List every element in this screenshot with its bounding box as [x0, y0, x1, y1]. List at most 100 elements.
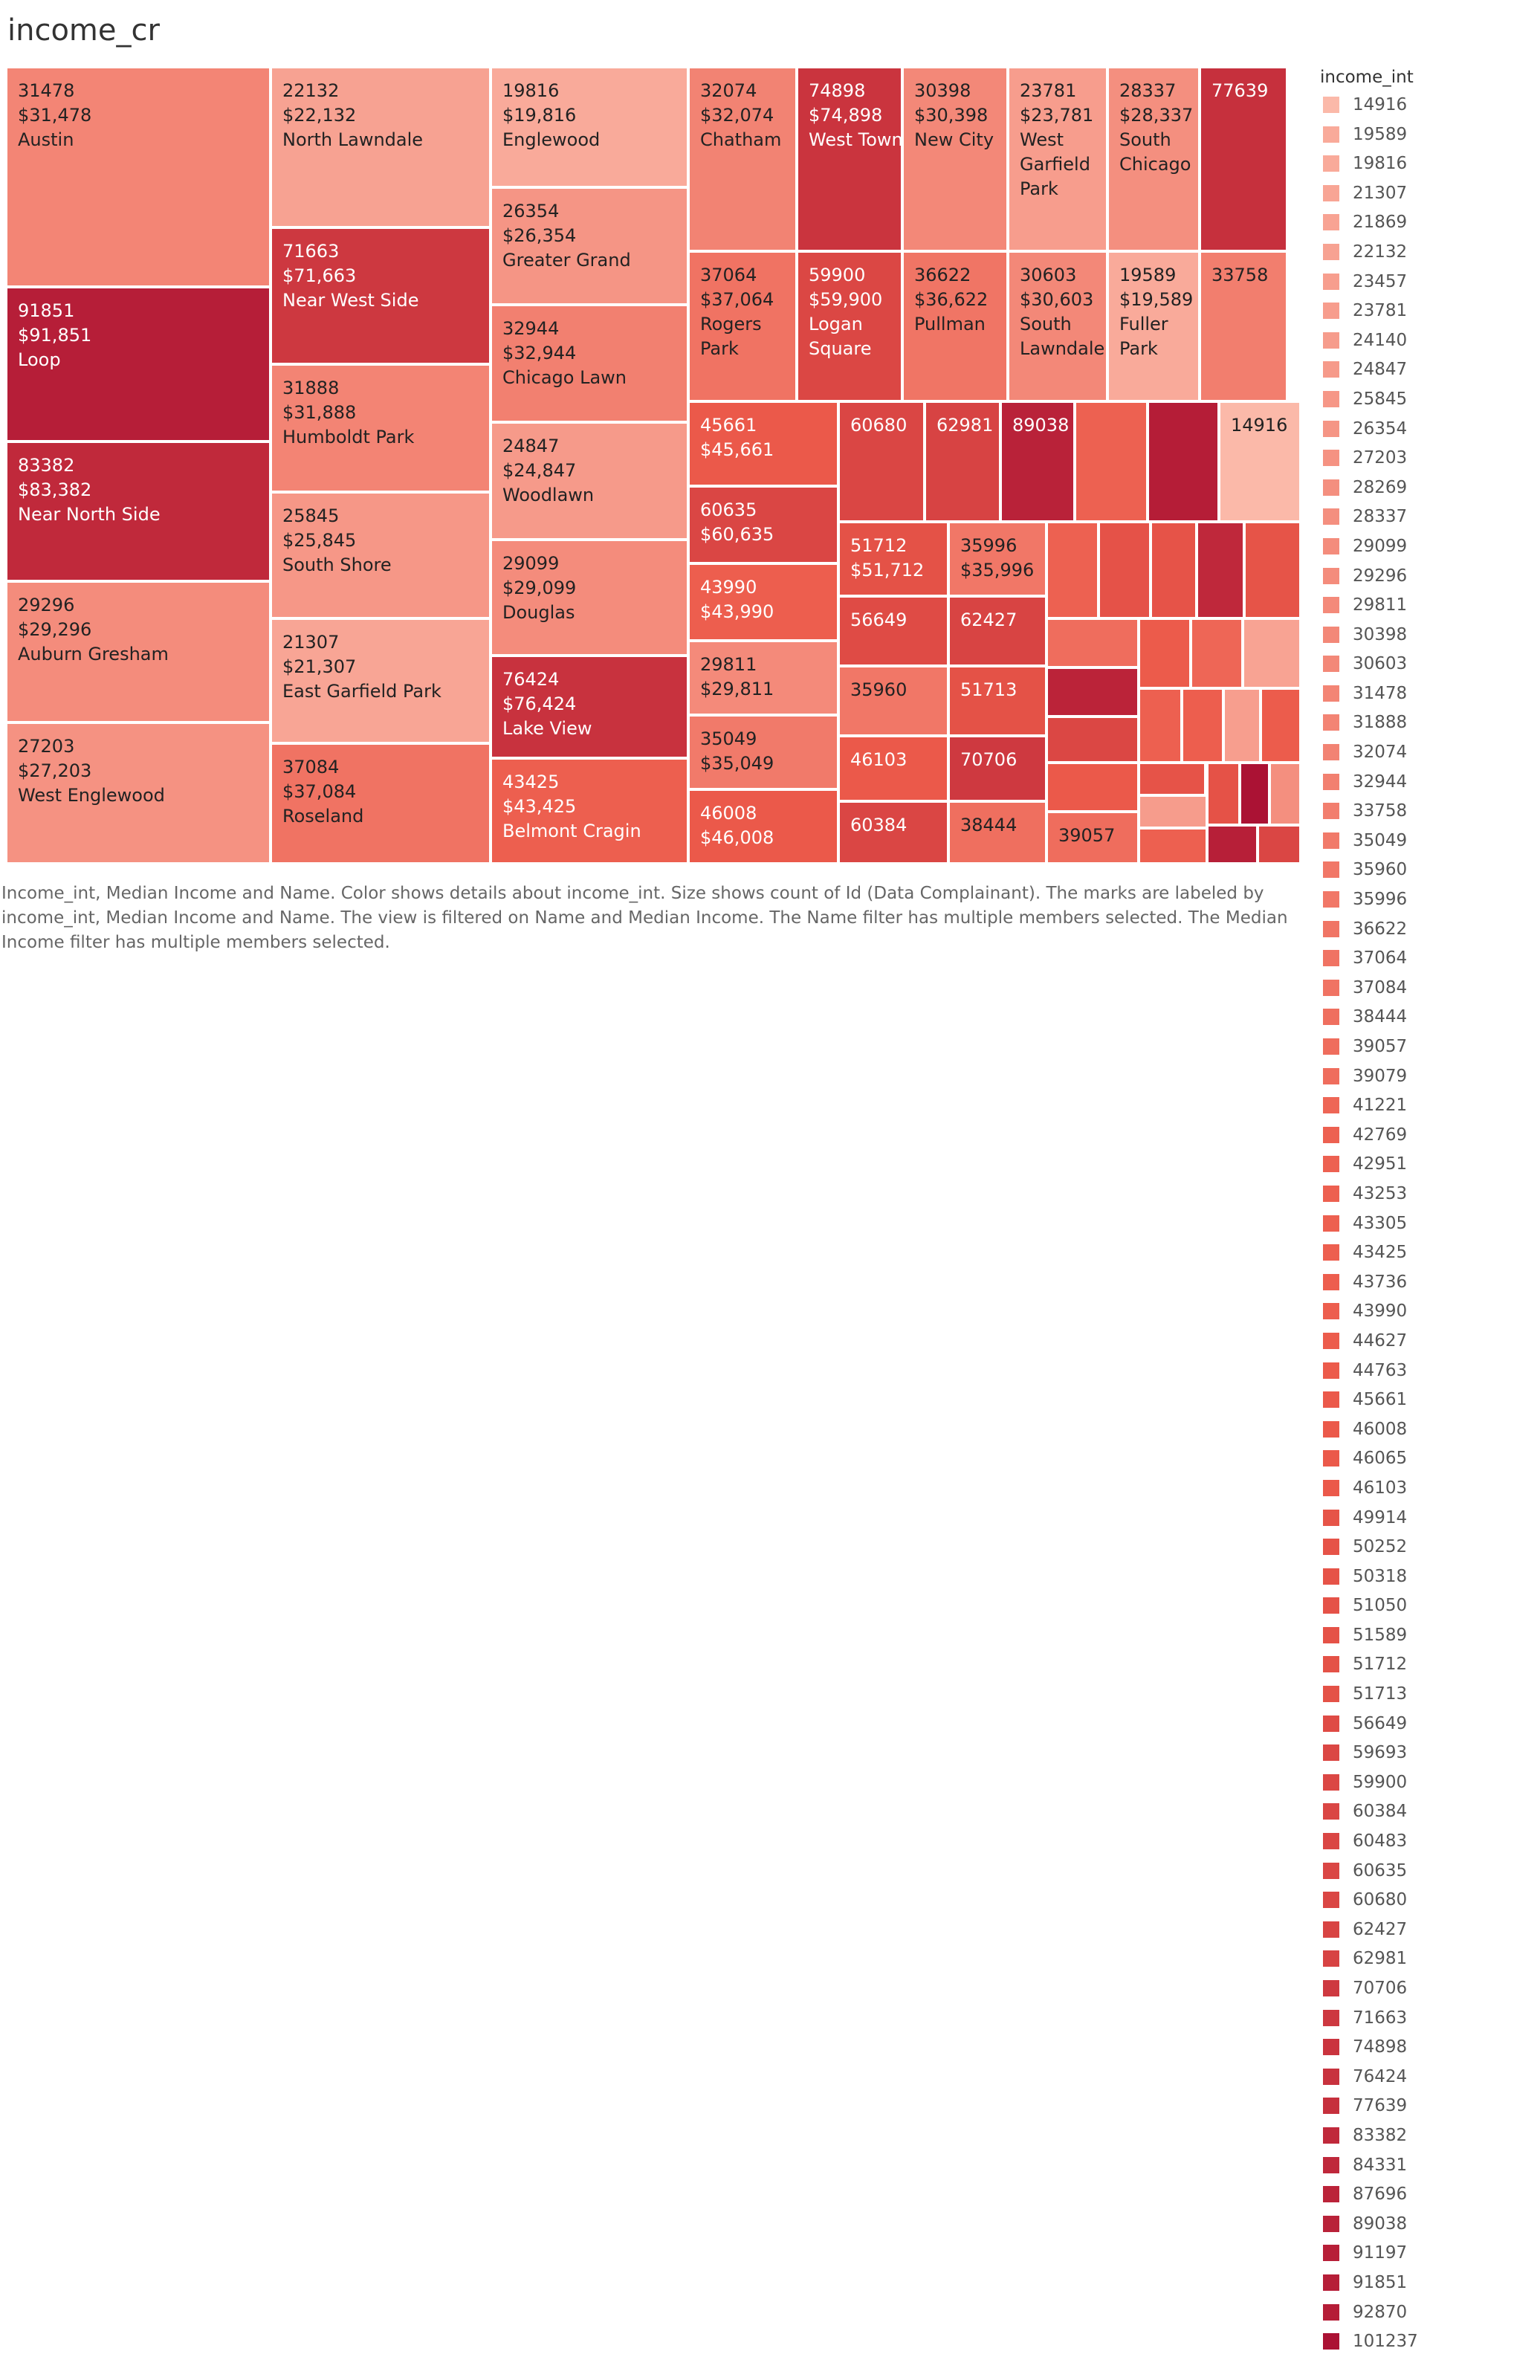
treemap-tile[interactable]	[1139, 618, 1191, 688]
legend-item[interactable]: 71663	[1320, 2004, 1536, 2034]
treemap-tile[interactable]: 19589 $19,589 Fuller Park	[1107, 251, 1200, 401]
treemap-tile[interactable]: 27203 $27,203 West Englewood	[6, 722, 271, 864]
treemap-tile[interactable]	[1258, 825, 1301, 864]
treemap-tile[interactable]: 30398 $30,398 New City	[902, 67, 1008, 251]
treemap-tile[interactable]: 22132 $22,132 North Lawndale	[271, 67, 491, 227]
legend-item[interactable]: 91851	[1320, 2269, 1536, 2298]
treemap-tile[interactable]	[1075, 401, 1148, 522]
legend-item[interactable]: 59900	[1320, 1768, 1536, 1798]
treemap-tile[interactable]: 43990 $43,990	[688, 563, 838, 641]
legend-item[interactable]: 83382	[1320, 2121, 1536, 2151]
treemap-tile[interactable]: 45661 $45,661	[688, 401, 838, 486]
legend-item[interactable]: 62427	[1320, 1915, 1536, 1945]
legend-item[interactable]: 33758	[1320, 797, 1536, 827]
legend-item[interactable]: 43305	[1320, 1209, 1536, 1239]
legend-item[interactable]: 19816	[1320, 149, 1536, 179]
treemap-tile[interactable]: 59900 $59,900 Logan Square	[797, 251, 902, 401]
legend-item[interactable]: 42769	[1320, 1121, 1536, 1151]
treemap-tile[interactable]: 60680	[838, 401, 925, 522]
treemap-tile[interactable]: 30603 $30,603 South Lawndale	[1008, 251, 1107, 401]
legend-item[interactable]: 76424	[1320, 2063, 1536, 2092]
treemap-tile[interactable]	[1099, 522, 1151, 618]
legend-item[interactable]: 37064	[1320, 944, 1536, 974]
legend-item[interactable]: 35049	[1320, 827, 1536, 856]
legend-item[interactable]: 32074	[1320, 738, 1536, 768]
treemap-tile[interactable]	[1207, 825, 1258, 864]
treemap-tile[interactable]	[1151, 522, 1197, 618]
treemap-tile[interactable]: 31888 $31,888 Humboldt Park	[271, 364, 491, 492]
legend-item[interactable]: 23457	[1320, 268, 1536, 297]
legend-item[interactable]: 29811	[1320, 591, 1536, 621]
legend-item[interactable]: 28337	[1320, 502, 1536, 532]
treemap-tile[interactable]: 83382 $83,382 Near North Side	[6, 442, 271, 581]
treemap-tile[interactable]	[1139, 688, 1182, 763]
legend-item[interactable]: 29099	[1320, 532, 1536, 562]
treemap-tile[interactable]: 51713	[948, 666, 1046, 736]
legend-item[interactable]: 49914	[1320, 1504, 1536, 1533]
treemap-tile[interactable]: 60384	[838, 801, 948, 864]
treemap-tile[interactable]: 35049 $35,049	[688, 715, 838, 789]
treemap-tile[interactable]	[1223, 688, 1261, 763]
treemap-tile[interactable]: 46103	[838, 736, 948, 801]
legend-item[interactable]: 43736	[1320, 1268, 1536, 1298]
legend-item[interactable]: 37084	[1320, 974, 1536, 1003]
legend-item[interactable]: 45661	[1320, 1385, 1536, 1415]
treemap-tile[interactable]: 39057	[1046, 812, 1139, 864]
legend-item[interactable]: 19589	[1320, 120, 1536, 150]
legend-item[interactable]: 51589	[1320, 1621, 1536, 1651]
treemap-tile[interactable]: 25845 $25,845 South Shore	[271, 492, 491, 618]
treemap-tile[interactable]	[1191, 618, 1243, 688]
treemap-tile[interactable]: 60635 $60,635	[688, 486, 838, 563]
treemap-tile[interactable]: 29099 $29,099 Douglas	[491, 540, 688, 656]
legend-item[interactable]: 60680	[1320, 1886, 1536, 1915]
legend-item[interactable]: 56649	[1320, 1710, 1536, 1739]
legend-item[interactable]: 51712	[1320, 1650, 1536, 1680]
legend-item[interactable]: 27203	[1320, 444, 1536, 473]
legend-item[interactable]: 50318	[1320, 1562, 1536, 1592]
treemap-tile[interactable]: 91851 $91,851 Loop	[6, 287, 271, 442]
legend-item[interactable]: 22132	[1320, 238, 1536, 268]
treemap-tile[interactable]	[1207, 763, 1240, 825]
legend-item[interactable]: 29296	[1320, 562, 1536, 592]
treemap-tile[interactable]	[1139, 795, 1207, 828]
treemap-tile[interactable]: 38444	[948, 801, 1046, 864]
treemap-tile[interactable]: 32074 $32,074 Chatham	[688, 67, 797, 251]
legend-item[interactable]: 46065	[1320, 1444, 1536, 1474]
legend-item[interactable]: 42951	[1320, 1150, 1536, 1180]
treemap-tile[interactable]: 37064 $37,064 Rogers Park	[688, 251, 797, 401]
legend-item[interactable]: 51713	[1320, 1680, 1536, 1710]
treemap-tile[interactable]	[1046, 522, 1099, 618]
legend-item[interactable]: 46103	[1320, 1474, 1536, 1504]
treemap-tile[interactable]: 71663 $71,663 Near West Side	[271, 227, 491, 364]
treemap-tile[interactable]: 32944 $32,944 Chicago Lawn	[491, 305, 688, 422]
legend-item[interactable]: 87696	[1320, 2180, 1536, 2210]
treemap-tile[interactable]: 89038	[1000, 401, 1075, 522]
legend-item[interactable]: 62981	[1320, 1944, 1536, 1974]
treemap-tile[interactable]: 77639	[1200, 67, 1287, 251]
treemap-tile[interactable]: 62981	[925, 401, 1000, 522]
legend-item[interactable]: 43990	[1320, 1297, 1536, 1327]
treemap-tile[interactable]: 24847 $24,847 Woodlawn	[491, 422, 688, 540]
treemap-tile[interactable]: 62427	[948, 596, 1046, 666]
legend-item[interactable]: 92870	[1320, 2298, 1536, 2328]
treemap-tile[interactable]	[1148, 401, 1219, 522]
treemap-tile[interactable]: 76424 $76,424 Lake View	[491, 656, 688, 758]
treemap-tile[interactable]: 51712 $51,712	[838, 522, 948, 596]
legend-item[interactable]: 35960	[1320, 856, 1536, 885]
treemap-tile[interactable]: 28337 $28,337 South Chicago	[1107, 67, 1200, 251]
treemap-tile[interactable]	[1139, 763, 1206, 795]
legend-item[interactable]: 70706	[1320, 1974, 1536, 2004]
treemap-tile[interactable]: 56649	[838, 596, 948, 666]
legend-item[interactable]: 101237	[1320, 2327, 1536, 2357]
legend-item[interactable]: 44763	[1320, 1356, 1536, 1386]
treemap-tile[interactable]: 29296 $29,296 Auburn Gresham	[6, 581, 271, 722]
treemap-tile[interactable]: 14916	[1219, 401, 1301, 522]
legend-item[interactable]: 43253	[1320, 1180, 1536, 1209]
legend-item[interactable]: 35996	[1320, 885, 1536, 915]
legend-item[interactable]: 31478	[1320, 679, 1536, 709]
treemap-tile[interactable]: 26354 $26,354 Greater Grand	[491, 187, 688, 305]
legend-item[interactable]: 77639	[1320, 2092, 1536, 2121]
treemap-tile[interactable]	[1197, 522, 1244, 618]
treemap-tile[interactable]: 46008 $46,008	[688, 789, 838, 864]
legend-item[interactable]: 60483	[1320, 1827, 1536, 1857]
